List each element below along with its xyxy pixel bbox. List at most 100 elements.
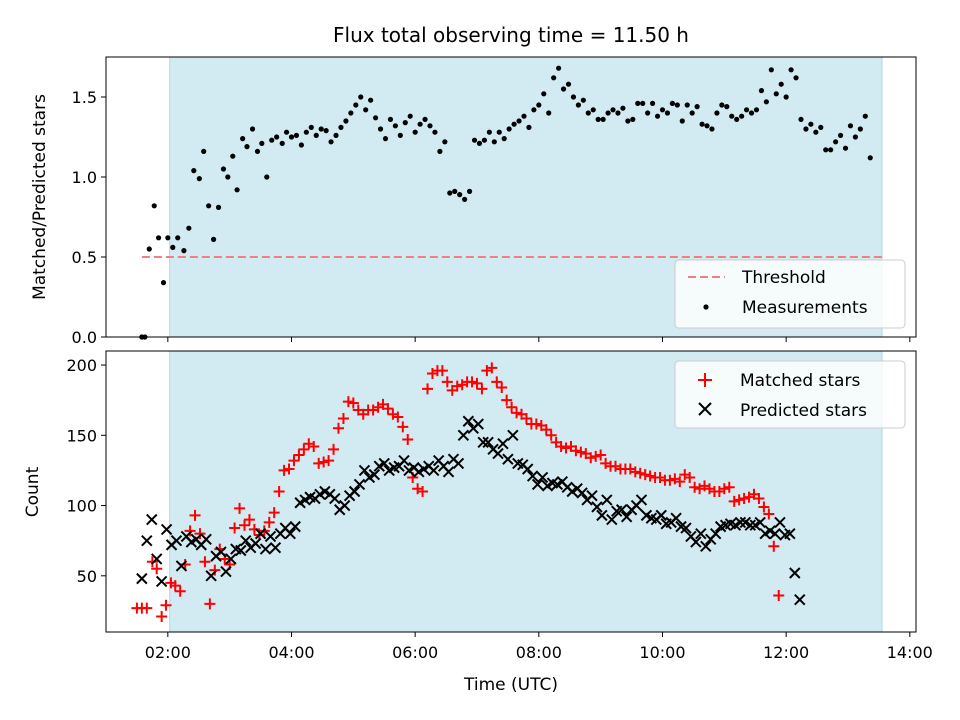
predicted-star-point <box>531 478 544 491</box>
predicted-star-point <box>353 478 366 491</box>
matched-star-point <box>570 445 582 457</box>
predicted-star-point <box>358 464 371 477</box>
predicted-star-point <box>249 537 262 550</box>
measurement-point <box>669 100 675 106</box>
matched-star-point <box>501 394 513 406</box>
measurement-point <box>674 102 680 108</box>
measurement-point <box>684 102 690 108</box>
measurement-point <box>689 110 695 116</box>
x-tick-label: 06:00 <box>392 643 438 662</box>
measurement-point <box>191 168 197 174</box>
predicted-star-point <box>601 494 613 506</box>
measurement-point <box>580 97 586 103</box>
matched-star-point <box>204 598 216 610</box>
predicted-star-point <box>670 512 682 524</box>
measurement-point <box>328 139 334 145</box>
measurement-point <box>748 110 755 116</box>
measurement-point <box>240 136 246 142</box>
measurement-point <box>709 126 715 132</box>
matched-star-point <box>718 483 730 495</box>
count-legend-box <box>674 360 906 429</box>
measurement-point <box>343 118 349 124</box>
measurement-point <box>521 113 527 119</box>
predicted-star-point <box>146 513 158 526</box>
matched-star-point <box>441 376 453 388</box>
matched-star-point <box>169 580 181 592</box>
predicted-star-point <box>170 534 183 547</box>
measurement-point <box>363 107 369 113</box>
matched-star-point <box>471 377 483 389</box>
predicted-star-point <box>235 544 247 557</box>
measurement-point <box>427 123 433 129</box>
measurement-point <box>724 104 730 110</box>
measurement-point <box>206 203 212 209</box>
measurement-point <box>541 91 547 97</box>
measurement-point <box>318 126 324 132</box>
measurement-point <box>704 123 710 129</box>
ratio-legend-box <box>674 259 906 329</box>
predicted-star-point <box>462 415 475 427</box>
matched-star-point <box>283 463 295 475</box>
measurement-point <box>196 176 202 182</box>
legend-matched-label: Matched stars <box>740 371 860 391</box>
measurement-point <box>625 118 631 124</box>
measurement-point <box>259 140 265 146</box>
measurement-point <box>392 123 398 129</box>
matched-star-point <box>451 380 463 392</box>
measurement-point <box>664 110 671 116</box>
predicted-star-point <box>220 565 232 578</box>
matched-star-point <box>243 514 255 526</box>
matched-star-point <box>486 362 498 374</box>
matched-star-point <box>545 429 557 441</box>
x-tick-label: 10:00 <box>639 643 685 662</box>
measurement-point <box>595 116 601 122</box>
measurement-point <box>181 248 187 254</box>
matched-star-point <box>689 481 701 493</box>
measurement-point <box>387 116 394 122</box>
matched-star-point <box>229 522 241 534</box>
measurement-point <box>382 136 389 142</box>
predicted-star-point <box>586 490 598 502</box>
ratio-y-tick-label: 0.5 <box>72 248 97 267</box>
matched-star-point <box>768 540 780 552</box>
measurement-point <box>758 88 765 94</box>
measurement-point <box>146 246 152 252</box>
measurement-point <box>842 145 849 151</box>
measurement-point <box>333 132 339 138</box>
measurement-point <box>565 81 572 87</box>
ratio-y-tick-label: 1.5 <box>72 88 97 107</box>
measurement-point <box>437 148 443 154</box>
predicted-star-point <box>521 463 534 475</box>
matched-star-point <box>540 424 552 436</box>
measurement-point <box>511 121 517 127</box>
matched-star-point <box>318 456 330 468</box>
chart-title: Flux total observing time = 11.50 h <box>333 23 689 47</box>
measurement-point <box>288 134 295 140</box>
measurement-point <box>264 174 270 180</box>
legend-matched-swatch <box>698 373 712 387</box>
ratio-y-tick-label: 0.0 <box>72 328 97 347</box>
measurement-point <box>546 110 552 116</box>
measurement-point <box>215 204 222 210</box>
x-tick-label: 12:00 <box>763 643 809 662</box>
measurement-point <box>457 192 463 198</box>
predicted-star-point <box>136 572 148 585</box>
predicted-star-point <box>507 429 519 442</box>
measurement-point <box>605 110 611 116</box>
measurement-point <box>585 110 591 116</box>
predicted-star-point <box>754 516 766 529</box>
matched-star-point <box>174 585 186 597</box>
count-legend: Matched stars Predicted stars <box>674 360 906 429</box>
measurement-point <box>640 100 646 106</box>
measurement-point <box>293 132 300 138</box>
measurement-point <box>575 102 581 108</box>
count-panel: 50 100 150 200 02:00 04:00 06:00 08:00 10:00 12:… <box>23 350 933 695</box>
legend-measurements-swatch <box>703 304 709 310</box>
count-y-tick-label: 100 <box>66 497 97 516</box>
measurement-point <box>788 67 794 73</box>
matched-star-point <box>595 449 607 461</box>
matched-star-point <box>278 464 290 476</box>
predicted-star-point <box>615 504 628 516</box>
matched-star-point <box>323 455 335 467</box>
